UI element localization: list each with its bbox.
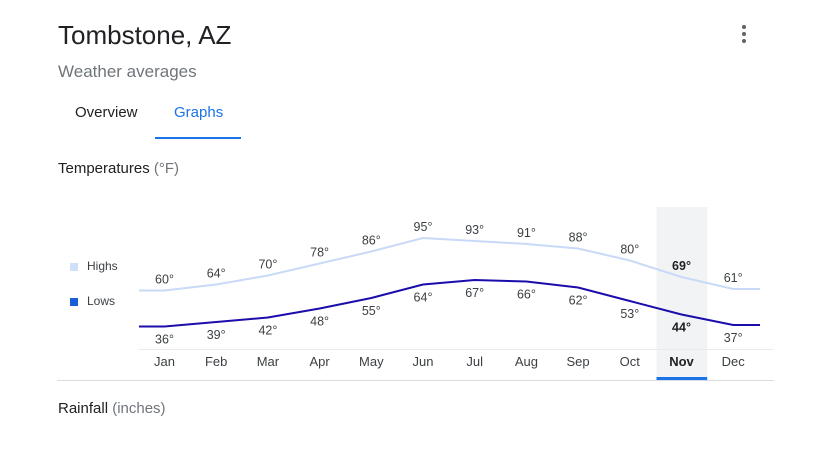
month-label-aug[interactable]: Aug bbox=[515, 354, 538, 369]
month-label-mar[interactable]: Mar bbox=[257, 354, 280, 369]
legend-highs[interactable]: Highs bbox=[70, 259, 118, 273]
highs-label-may: 86° bbox=[362, 234, 381, 248]
month-label-jun[interactable]: Jun bbox=[413, 354, 434, 369]
highs-label-aug: 91° bbox=[517, 226, 536, 240]
highs-swatch bbox=[70, 262, 78, 271]
legend-lows[interactable]: Lows bbox=[70, 294, 115, 308]
highs-label-jun: 95° bbox=[414, 220, 433, 234]
month-label-may[interactable]: May bbox=[359, 354, 384, 369]
highs-line bbox=[139, 236, 760, 292]
lows-label-jan: 36° bbox=[155, 333, 174, 347]
legend-highs-label: Highs bbox=[87, 259, 118, 273]
selected-month-indicator bbox=[656, 377, 708, 380]
highs-label-mar: 70° bbox=[258, 258, 277, 272]
month-label-feb[interactable]: Feb bbox=[205, 354, 227, 369]
highs-label-sep: 88° bbox=[569, 231, 588, 245]
page-subtitle: Weather averages bbox=[58, 62, 197, 81]
lows-label-aug: 66° bbox=[517, 288, 536, 302]
tab-graphs[interactable]: Graphs bbox=[174, 104, 224, 121]
location-title: Tombstone, AZ bbox=[58, 20, 232, 50]
rainfall-heading: Rainfall (inches) bbox=[58, 400, 166, 417]
temperatures-title: Temperatures bbox=[58, 160, 150, 177]
lows-label-feb: 39° bbox=[207, 328, 226, 342]
lows-label-nov: 44° bbox=[672, 321, 691, 335]
month-label-sep[interactable]: Sep bbox=[567, 354, 590, 369]
lows-label-mar: 42° bbox=[258, 324, 277, 338]
highs-label-feb: 64° bbox=[207, 267, 226, 281]
month-label-jan[interactable]: Jan bbox=[154, 354, 175, 369]
tab-active-indicator bbox=[155, 137, 241, 139]
lows-label-jun: 64° bbox=[414, 291, 433, 305]
more-options-icon[interactable] bbox=[732, 22, 756, 46]
lows-line bbox=[139, 278, 760, 328]
lows-swatch bbox=[70, 297, 78, 306]
tab-overview[interactable]: Overview bbox=[75, 104, 138, 121]
lows-label-apr: 48° bbox=[310, 315, 329, 329]
highs-label-oct: 80° bbox=[620, 243, 639, 257]
month-label-dec[interactable]: Dec bbox=[722, 354, 746, 369]
lows-label-dec: 37° bbox=[724, 331, 743, 345]
temperatures-heading: Temperatures (°F) bbox=[58, 160, 179, 177]
lows-label-may: 55° bbox=[362, 304, 381, 318]
rainfall-unit: (inches) bbox=[112, 400, 166, 417]
temperatures-unit: (°F) bbox=[153, 160, 180, 177]
highs-label-dec: 61° bbox=[724, 271, 743, 285]
lows-label-jul: 67° bbox=[465, 286, 484, 300]
highs-label-jan: 60° bbox=[155, 273, 174, 287]
highs-label-nov: 69° bbox=[672, 259, 691, 273]
legend-lows-label: Lows bbox=[87, 294, 116, 308]
selected-month-column[interactable] bbox=[656, 207, 708, 380]
section-divider bbox=[57, 380, 774, 381]
lows-label-oct: 53° bbox=[620, 307, 639, 321]
month-label-apr[interactable]: Apr bbox=[309, 354, 330, 369]
lows-label-sep: 62° bbox=[569, 294, 588, 308]
month-label-oct[interactable]: Oct bbox=[620, 354, 641, 369]
month-label-jul[interactable]: Jul bbox=[466, 354, 483, 369]
highs-label-jul: 93° bbox=[465, 223, 484, 237]
highs-label-apr: 78° bbox=[310, 246, 329, 260]
rainfall-title: Rainfall bbox=[58, 400, 109, 417]
month-label-nov[interactable]: Nov bbox=[669, 354, 694, 369]
